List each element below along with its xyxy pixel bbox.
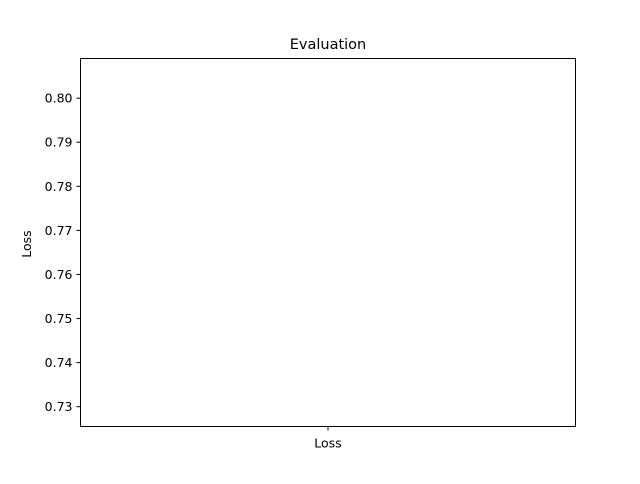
y-tick-label: 0.80 (45, 91, 73, 106)
chart-title: Evaluation (290, 37, 367, 53)
y-axis-label: Loss (19, 230, 34, 257)
y-tick-label: 0.79 (45, 135, 73, 150)
y-tick-label: 0.77 (45, 223, 73, 238)
y-tick-label: 0.78 (45, 179, 73, 194)
y-axis-ticks: 0.73 0.74 0.75 0.76 0.77 0.78 0.79 0.80 (45, 91, 81, 414)
x-tick-label: Loss (314, 436, 341, 451)
y-tick-label: 0.75 (45, 311, 73, 326)
x-axis-ticks: Loss (314, 426, 342, 451)
y-tick-label: 0.76 (45, 267, 73, 282)
y-tick-label: 0.73 (45, 399, 73, 414)
y-tick-label: 0.74 (45, 355, 73, 370)
plot-frame (80, 58, 576, 427)
